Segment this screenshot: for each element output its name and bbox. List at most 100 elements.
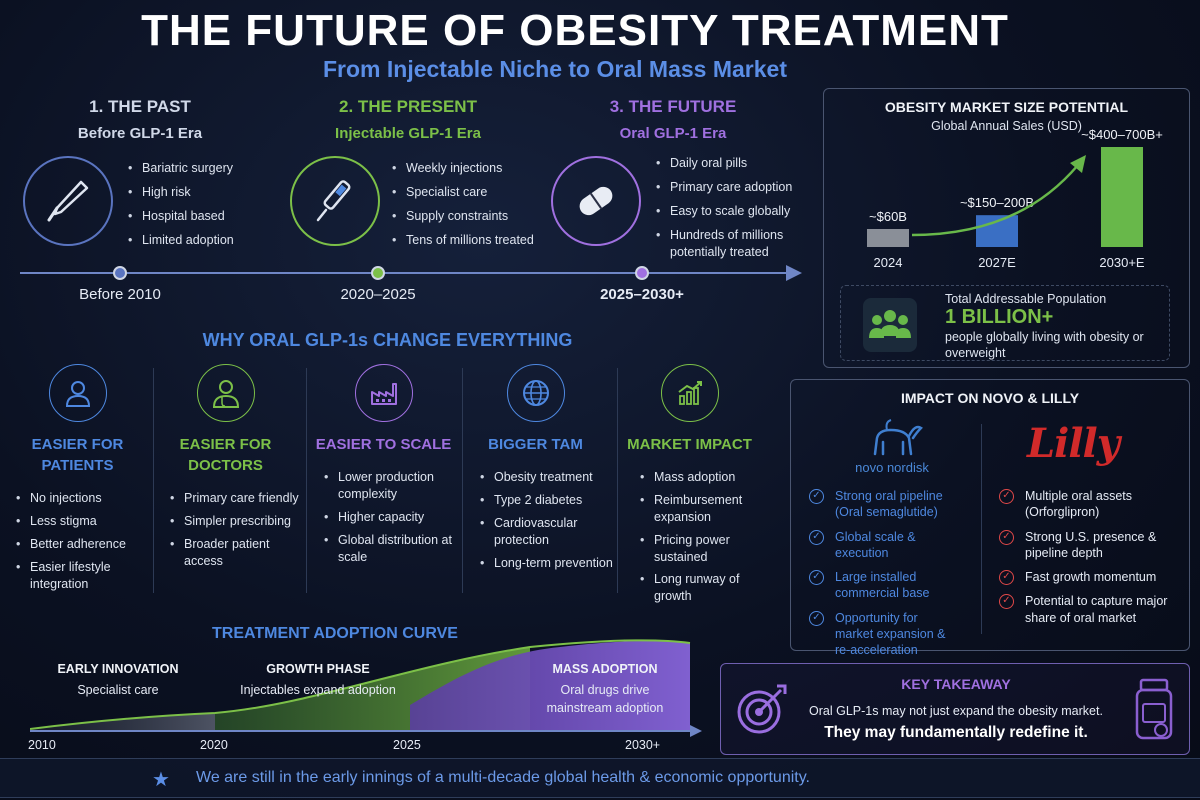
bar-category-label: 2024 — [874, 255, 903, 270]
star-icon: ★ — [152, 769, 170, 791]
check-icon: ✓ — [809, 570, 824, 585]
early-phase-area — [30, 713, 215, 731]
bar-data-label: ~$400–700B+ — [1081, 127, 1163, 142]
year-label: 2025 — [393, 738, 421, 752]
novo-list: ✓ Strong oral pipeline (Oral semaglutide)… — [809, 488, 959, 666]
mass-phase-area — [410, 640, 690, 731]
era-heading: 2. THE PRESENT — [339, 97, 477, 116]
list-item: ✓ Large installed commercial base — [809, 569, 959, 602]
market-subtitle: Global Annual Sales (USD) — [931, 119, 1082, 133]
takeaway-line1: Oral GLP-1s may not just expand the obes… — [809, 704, 1103, 718]
impact-title: IMPACT ON NOVO & LILLY — [900, 390, 1080, 406]
phase-early: EARLY INNOVATION Specialist care — [48, 662, 188, 700]
growth-arrow-line — [911, 164, 1079, 237]
timeline-dot — [635, 266, 649, 280]
list-item: No injections — [16, 490, 155, 507]
pill-icon — [551, 156, 641, 246]
list-item: ✓ Global scale & execution — [809, 529, 959, 562]
list-item: Easier lifestyle integration — [16, 559, 155, 593]
list-item: Broader patient access — [170, 536, 303, 570]
novo-item-text: Strong oral pipeline (Oral semaglutide) — [835, 489, 943, 520]
list-item: ✓ Strong U.S. presence & pipeline depth — [999, 529, 1175, 562]
list-item: Tens of millions treated — [392, 232, 542, 249]
why-section-title: WHY ORAL GLP-1s CHANGE EVERYTHING — [202, 330, 573, 350]
phase-title: EARLY INNOVATION — [57, 662, 179, 676]
list-item: ✓ Potential to capture major share of ora… — [999, 593, 1175, 626]
list-item: Bariatric surgery — [128, 160, 258, 177]
footer-text: We are still in the early innings of a m… — [196, 769, 810, 786]
timeline-dot — [113, 266, 127, 280]
list-item: Hospital based — [128, 208, 258, 225]
why-bullets: Primary care friendly Simpler prescribin… — [170, 490, 303, 570]
list-item: Weekly injections — [392, 160, 542, 177]
lilly-item-text: Strong U.S. presence & pipeline depth — [1025, 529, 1157, 560]
check-icon: ✓ — [999, 489, 1014, 504]
timeline-label: 2020–2025 — [340, 286, 416, 303]
people-group-icon — [863, 298, 917, 352]
impact-panel: IMPACT ON NOVO & LILLY novo nordisk Lill… — [790, 379, 1190, 657]
list-item: Global distribution at scale — [324, 532, 461, 566]
list-item: Type 2 diabetes — [480, 492, 613, 509]
footer-bar: ★ We are still in the early innings of a… — [0, 758, 1200, 798]
divider — [462, 368, 463, 593]
era-subheading: Oral GLP-1 Era — [619, 125, 727, 142]
pill-bottle-icon — [1131, 676, 1177, 742]
list-item: Long runway of growth — [640, 571, 767, 605]
timeline-dot — [371, 266, 385, 280]
era-subheading: Before GLP-1 Era — [77, 125, 203, 142]
globe-icon — [506, 364, 565, 422]
list-item: Hundreds of millions potentially treated — [656, 227, 806, 261]
list-item: Lower production complexity — [324, 469, 461, 503]
year-label: 2010 — [28, 738, 56, 752]
lilly-item-text: Multiple oral assets (Orforglipron) — [1025, 489, 1132, 520]
list-item: Better adherence — [16, 536, 155, 553]
adoption-curve-graphic — [30, 639, 702, 737]
list-item: Reimbursement expansion — [640, 492, 767, 526]
phase-growth: GROWTH PHASE Injectables expand adoption — [228, 662, 408, 700]
era-future: 3. THE FUTURE Oral GLP-1 Era — [563, 97, 783, 142]
market-title: OBESITY MARKET SIZE POTENTIAL — [884, 99, 1129, 115]
check-icon: ✓ — [999, 529, 1014, 545]
market-bar — [867, 229, 909, 247]
why-heading: EASIER FOR PATIENTS — [31, 436, 124, 474]
population-value: 1 BILLION+ — [945, 306, 1054, 328]
phase-title: MASS ADOPTION — [552, 662, 658, 676]
lilly-item-text: Fast growth momentum — [1025, 570, 1157, 584]
divider — [306, 368, 307, 593]
timeline-label: Before 2010 — [79, 286, 161, 303]
why-column-market-impact: MARKET IMPACT Mass adoption Reimbursemen… — [612, 362, 767, 607]
why-column-doctors: EASIER FOR DOCTORS Primary care friendly… — [148, 362, 303, 607]
list-item: Long-term prevention — [480, 555, 613, 572]
era-past: 1. THE PAST Before GLP-1 Era — [30, 97, 250, 142]
check-icon: ✓ — [809, 529, 824, 545]
phase-desc: Specialist care — [77, 683, 159, 697]
check-icon: ✓ — [999, 570, 1014, 585]
doctor-icon — [196, 364, 255, 422]
market-bar — [976, 215, 1018, 247]
adoption-curve-line — [30, 639, 691, 730]
why-heading: EASIER TO SCALE — [315, 436, 452, 453]
why-bullets: Lower production complexity Higher capac… — [324, 469, 461, 565]
list-item: ✓ Multiple oral assets (Orforglipron) — [999, 488, 1175, 521]
era-heading: 1. THE PAST — [89, 97, 191, 116]
market-bar — [1101, 147, 1143, 247]
bar-category-label: 2030+E — [1099, 255, 1145, 270]
list-item: Supply constraints — [392, 208, 542, 225]
bar-data-label: ~$150–200B — [960, 195, 1034, 210]
takeaway-title: KEY TAKEAWAY — [901, 676, 1011, 692]
list-item: High risk — [128, 184, 258, 201]
why-bullets: No injections Less stigma Better adheren… — [16, 490, 155, 592]
era-subheading: Injectable GLP-1 Era — [335, 125, 481, 142]
phase-mass: MASS ADOPTION Oral drugs drive mainstrea… — [530, 662, 680, 717]
target-icon — [733, 680, 791, 738]
why-heading: MARKET IMPACT — [627, 436, 752, 453]
check-icon: ✓ — [999, 594, 1014, 610]
why-bullets: Obesity treatment Type 2 diabetes Cardio… — [480, 469, 613, 571]
adoption-curve-title: TREATMENT ADOPTION CURVE — [212, 625, 458, 642]
lilly-logo: Lilly — [1027, 420, 1120, 467]
population-label: Total Addressable Population — [945, 292, 1107, 306]
why-column-scale: EASIER TO SCALE Lower production complex… — [306, 362, 461, 607]
phase-desc: Injectables expand adoption — [240, 683, 396, 697]
novo-item-text: Global scale & execution — [835, 529, 916, 560]
novo-nordisk-logo: novo nordisk — [847, 418, 937, 476]
